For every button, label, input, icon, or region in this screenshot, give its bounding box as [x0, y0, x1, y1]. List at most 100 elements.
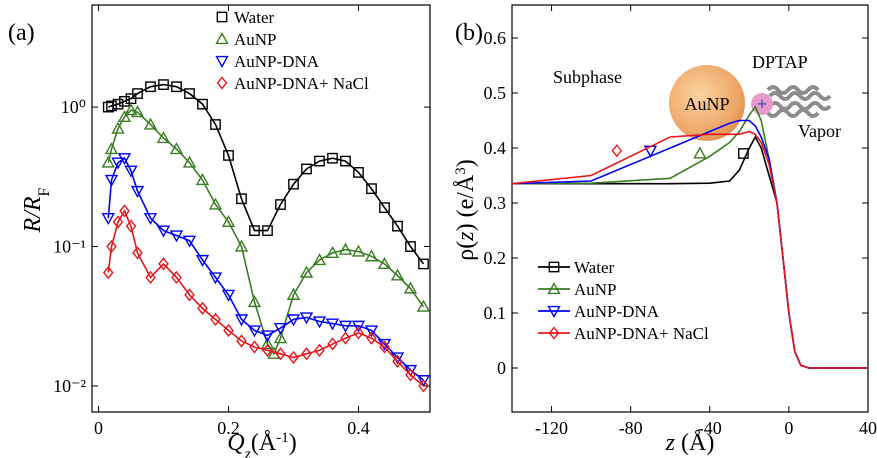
marker	[106, 239, 117, 254]
marker	[351, 320, 366, 333]
marker	[195, 254, 210, 267]
y-tick-label: 10⁰	[61, 97, 86, 117]
marker	[104, 142, 119, 155]
label-part: R/R	[20, 196, 46, 233]
marker	[112, 98, 124, 110]
y-tick-label: 0	[497, 358, 506, 378]
label-part: 3	[453, 167, 469, 175]
y-tick-label: 0.1	[484, 303, 507, 323]
marker	[145, 81, 156, 93]
marker	[325, 318, 340, 331]
marker	[340, 155, 351, 167]
marker	[132, 246, 143, 260]
marker	[184, 88, 195, 99]
marker	[197, 301, 208, 315]
y-tick-label: 0.5	[484, 83, 507, 103]
marker	[247, 325, 262, 338]
marker	[112, 215, 124, 229]
marker	[314, 155, 325, 167]
panel-label: (a)	[8, 20, 35, 46]
marker	[182, 155, 197, 168]
series-line	[108, 83, 425, 265]
marker	[364, 249, 379, 262]
series-line	[107, 109, 425, 356]
legend-label: AuNP	[574, 280, 617, 299]
marker	[210, 312, 221, 327]
marker	[260, 337, 275, 350]
marker	[418, 379, 429, 393]
legend-label: Water	[234, 8, 274, 27]
marker	[236, 334, 247, 348]
marker	[158, 257, 169, 271]
legend-label: AuNP	[234, 30, 277, 49]
label-part: ρ(	[453, 241, 479, 261]
legend-label: AuNP-DNA	[574, 302, 660, 321]
y-axis-label: R/RF	[20, 187, 53, 233]
panel-label: (b)	[455, 20, 483, 46]
marker	[338, 320, 353, 333]
marker	[208, 272, 223, 285]
y-tick-label: 0.6	[484, 28, 507, 48]
marker	[299, 312, 314, 325]
x-tick-label: 0	[784, 418, 793, 438]
legend-marker	[548, 261, 560, 273]
annotation: Subphase	[553, 67, 622, 87]
plot-frame	[91, 4, 431, 413]
marker	[132, 88, 143, 99]
marker	[125, 219, 137, 233]
y-axis-label: ρ(z) (e/Å3)	[453, 159, 479, 260]
marker	[405, 241, 416, 252]
marker	[338, 242, 353, 255]
marker	[119, 95, 130, 107]
label-part: )	[289, 430, 297, 456]
marker	[234, 314, 249, 327]
nanoparticle	[669, 65, 745, 141]
legend-marker	[547, 282, 561, 295]
marker	[611, 144, 623, 158]
marker	[223, 150, 234, 161]
marker	[247, 295, 262, 308]
marker	[184, 288, 195, 302]
marker	[325, 245, 340, 258]
annotation: +	[757, 94, 767, 114]
legend-marker	[215, 55, 229, 68]
marker	[119, 204, 130, 218]
marker	[171, 270, 182, 285]
x-tick-label: -120	[535, 418, 568, 438]
y-tick-label: 10⁻¹	[53, 237, 86, 257]
marker	[364, 325, 379, 338]
marker	[124, 103, 138, 116]
marker	[392, 220, 403, 232]
marker	[158, 79, 169, 90]
marker	[143, 212, 158, 225]
label-part: )	[453, 159, 479, 167]
marker	[275, 347, 286, 361]
marker	[156, 131, 171, 144]
marker	[379, 340, 390, 354]
marker	[327, 337, 338, 351]
series-line	[107, 157, 424, 381]
label-part: Q	[227, 430, 244, 456]
marker	[262, 225, 273, 237]
marker	[299, 265, 314, 278]
marker	[693, 146, 707, 159]
label-part: -1	[276, 430, 289, 446]
marker	[366, 183, 377, 195]
x-tick-label: 40	[859, 418, 877, 438]
marker	[262, 343, 273, 357]
marker	[314, 343, 325, 357]
marker	[195, 173, 210, 186]
label-part: z	[665, 430, 676, 456]
marker	[221, 215, 236, 228]
marker	[111, 121, 125, 134]
marker	[418, 258, 429, 270]
marker	[169, 142, 184, 155]
series-line	[107, 209, 425, 387]
label-part: z	[453, 231, 479, 242]
marker	[117, 110, 132, 123]
legend-marker	[215, 32, 229, 45]
marker	[288, 350, 299, 365]
marker	[260, 330, 275, 343]
marker	[106, 100, 117, 112]
marker	[286, 314, 301, 327]
